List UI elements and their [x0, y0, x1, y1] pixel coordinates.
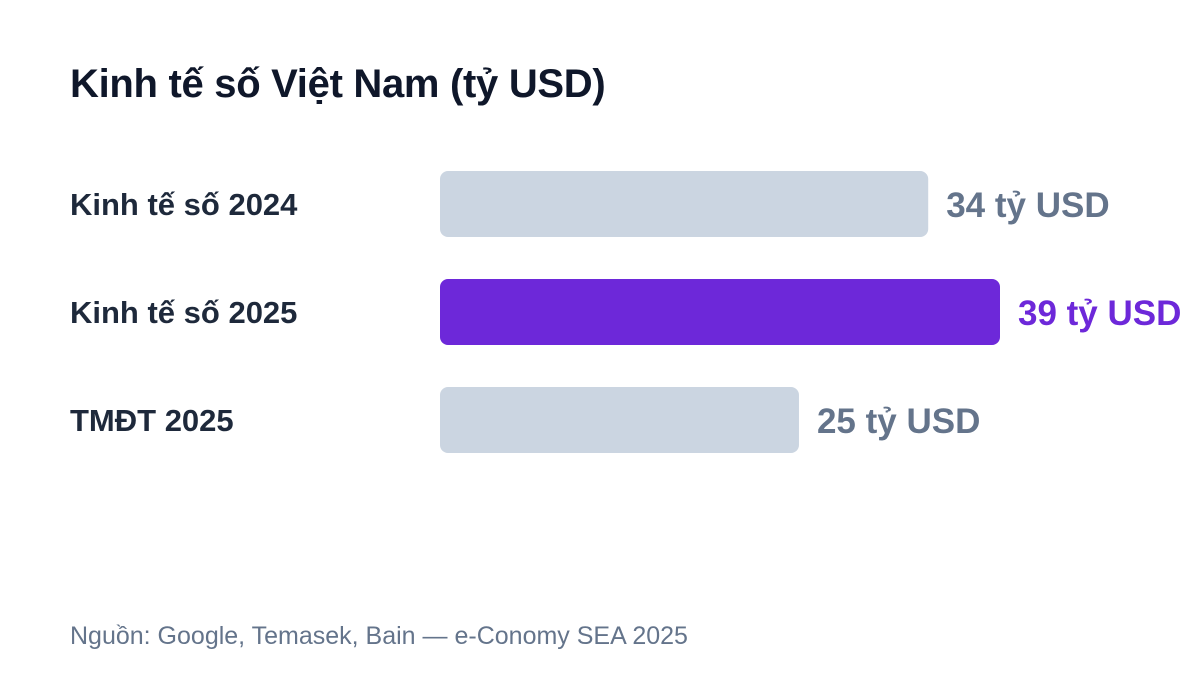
category-label: Kinh tế số 2025 [70, 295, 297, 330]
bar [440, 279, 1000, 345]
value-label: 39 tỷ USD [1018, 294, 1181, 333]
value-label: 34 tỷ USD [946, 186, 1109, 225]
chart-title: Kinh tế số Việt Nam (tỷ USD) [70, 62, 606, 106]
source-note: Nguồn: Google, Temasek, Bain — e-Conomy … [70, 622, 688, 650]
value-label: 25 tỷ USD [817, 402, 980, 441]
bar [440, 171, 929, 237]
category-label: Kinh tế số 2024 [70, 187, 298, 222]
category-label: TMĐT 2025 [70, 403, 234, 438]
bar [440, 387, 799, 453]
